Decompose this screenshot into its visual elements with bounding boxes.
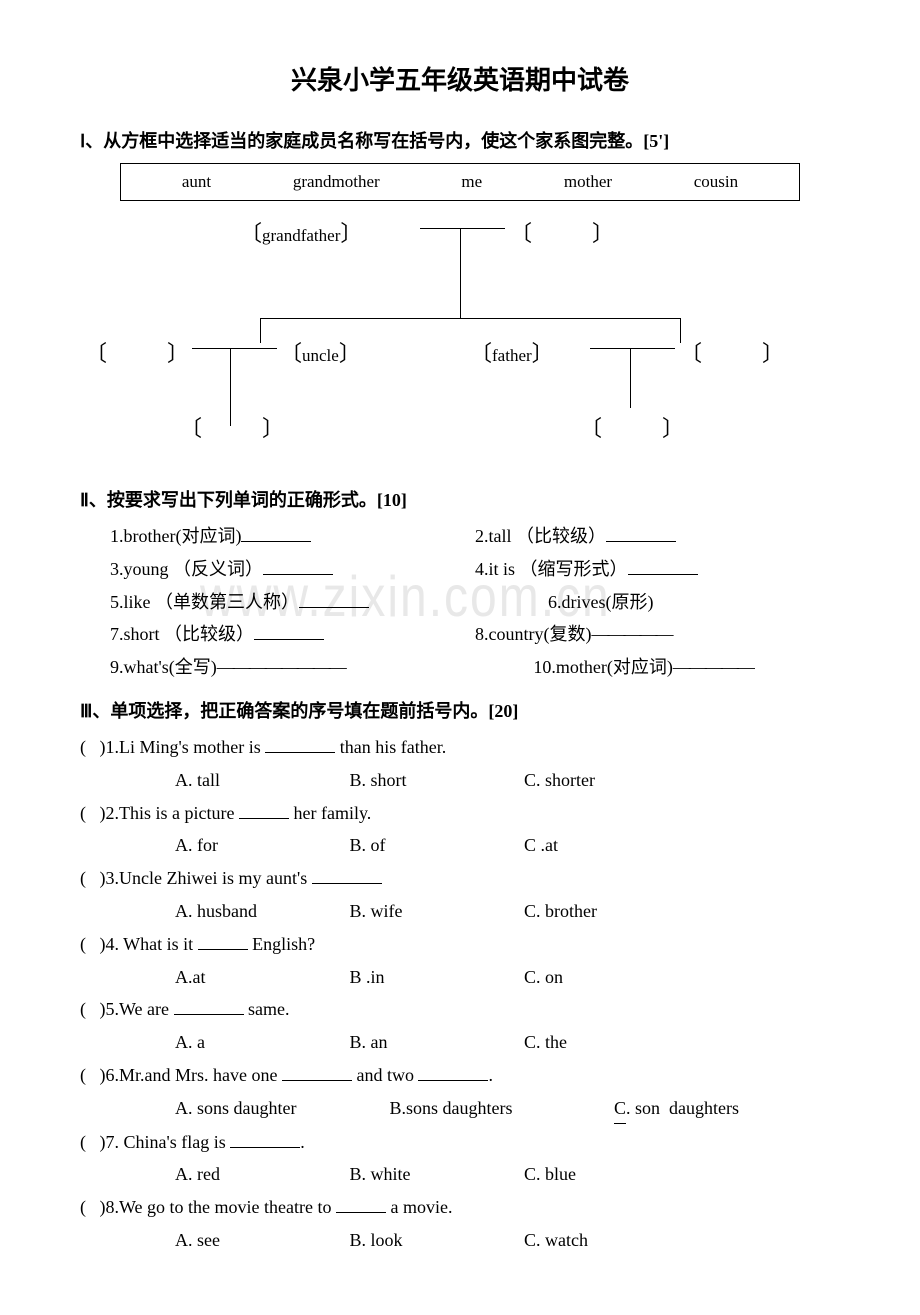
- option-2: grandmother: [293, 172, 380, 192]
- tree-line: [590, 348, 675, 349]
- q5: ( )5.We are same.: [80, 995, 840, 1024]
- q1: ( )1.Li Ming's mother is than his father…: [80, 733, 840, 762]
- section2-header: Ⅱ、按要求写出下列单词的正确形式。[10]: [80, 486, 840, 512]
- tree-empty-mother: [680, 336, 784, 368]
- tree-empty-grandmother: [510, 216, 614, 248]
- tree-empty-aunt: [85, 336, 189, 368]
- section3-header: Ⅲ、单项选择，把正确答案的序号填在题前括号内。[20]: [80, 697, 840, 723]
- tree-line: [260, 318, 261, 343]
- tree-line: [420, 228, 505, 229]
- tree-grandfather: grandfather: [240, 216, 362, 248]
- q4: ( )4. What is it English?: [80, 930, 840, 959]
- tree-father: father: [470, 336, 554, 368]
- section2-row2: 3.young （反义词） 4.it is （缩写形式）: [110, 555, 840, 584]
- section2-row4: 7.short （比较级） 8.country(复数)―――――: [110, 620, 840, 649]
- section2-row3: 5.like （单数第三人称） 6.drives(原形): [110, 588, 840, 617]
- section1-header: Ⅰ、从方框中选择适当的家庭成员名称写在括号内，使这个家系图完整。[5']: [80, 127, 840, 153]
- q7-choices: A. red B. white C. blue: [175, 1160, 840, 1189]
- q3: ( )3.Uncle Zhiwei is my aunt's: [80, 864, 840, 893]
- q2-choices: A. for B. of C .at: [175, 831, 840, 860]
- q3-choices: A. husband B. wife C. brother: [175, 897, 840, 926]
- tree-empty-me: [580, 411, 684, 443]
- q4-choices: A.at B .in C. on: [175, 963, 840, 992]
- option-5: cousin: [694, 172, 738, 192]
- tree-line: [630, 348, 631, 408]
- tree-line: [260, 318, 680, 319]
- tree-uncle: uncle: [280, 336, 361, 368]
- q6-choices: A. sons daughter B.sons daughters C. son…: [175, 1094, 840, 1124]
- section2-row1: 1.brother(对应词) 2.tall （比较级）: [110, 522, 840, 551]
- option-box: aunt grandmother me mother cousin: [120, 163, 800, 201]
- q5-choices: A. a B. an C. the: [175, 1028, 840, 1057]
- section2-row5: 9.what's(全写)―――――――― 10.mother(对应词)―――――: [110, 653, 840, 682]
- q8: ( )8.We go to the movie theatre to a mov…: [80, 1193, 840, 1222]
- q1-choices: A. tall B. short C. shorter: [175, 766, 840, 795]
- option-3: me: [461, 172, 482, 192]
- tree-line: [460, 228, 461, 318]
- q7: ( )7. China's flag is .: [80, 1128, 840, 1157]
- family-tree: grandfather uncle father: [110, 216, 810, 466]
- q2: ( )2.This is a picture her family.: [80, 799, 840, 828]
- option-1: aunt: [182, 172, 211, 192]
- q6: ( )6.Mr.and Mrs. have one and two .: [80, 1061, 840, 1090]
- tree-line: [192, 348, 277, 349]
- tree-empty-cousin: [180, 411, 284, 443]
- page-title: 兴泉小学五年级英语期中试卷: [80, 60, 840, 97]
- q8-choices: A. see B. look C. watch: [175, 1226, 840, 1255]
- option-4: mother: [564, 172, 612, 192]
